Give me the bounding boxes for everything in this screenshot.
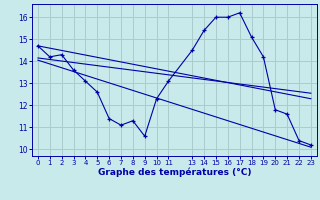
X-axis label: Graphe des températures (°C): Graphe des températures (°C) [98,168,251,177]
